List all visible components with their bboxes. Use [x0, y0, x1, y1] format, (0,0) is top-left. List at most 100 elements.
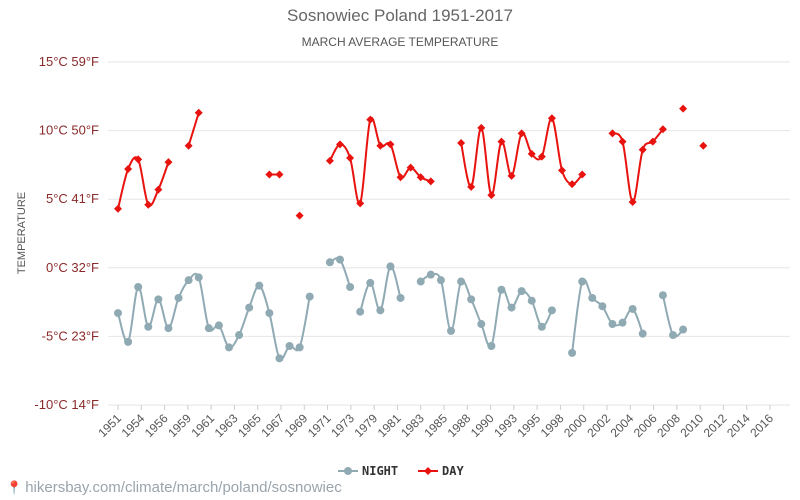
night-point[interactable]	[467, 295, 476, 304]
night-point[interactable]	[265, 309, 274, 318]
night-point[interactable]	[134, 283, 143, 292]
night-point[interactable]	[144, 322, 153, 331]
footer-link[interactable]: 📍 hikersbay.com/climate/march/poland/sosn…	[6, 479, 342, 496]
day-point[interactable]	[477, 123, 486, 132]
night-point[interactable]	[537, 322, 546, 331]
day-point[interactable]	[648, 137, 657, 146]
day-point[interactable]	[527, 149, 536, 158]
day-point[interactable]	[416, 173, 425, 182]
night-point[interactable]	[628, 304, 637, 313]
day-point[interactable]	[396, 173, 405, 182]
night-point[interactable]	[447, 326, 455, 335]
day-point[interactable]	[487, 191, 496, 200]
day-point[interactable]	[114, 204, 122, 213]
day-point[interactable]	[467, 182, 476, 191]
night-point[interactable]	[487, 342, 496, 351]
day-point[interactable]	[154, 185, 163, 194]
night-point[interactable]	[598, 302, 607, 311]
day-point[interactable]	[265, 170, 274, 179]
day-point[interactable]	[144, 200, 153, 209]
day-point[interactable]	[356, 199, 365, 208]
night-point[interactable]	[194, 273, 203, 282]
day-point[interactable]	[578, 170, 587, 179]
day-point[interactable]	[194, 108, 203, 117]
night-point[interactable]	[295, 343, 304, 352]
night-point[interactable]	[588, 293, 597, 302]
night-point[interactable]	[235, 331, 244, 340]
night-point[interactable]	[547, 306, 556, 315]
day-point[interactable]	[275, 170, 284, 179]
day-point[interactable]	[699, 141, 708, 150]
legend-item-day[interactable]: DAY	[418, 464, 464, 478]
night-point[interactable]	[214, 321, 223, 330]
night-point[interactable]	[416, 277, 425, 286]
night-point[interactable]	[457, 277, 466, 286]
day-point[interactable]	[386, 140, 395, 149]
night-point[interactable]	[154, 295, 163, 304]
night-point[interactable]	[336, 255, 344, 264]
day-point[interactable]	[184, 141, 193, 150]
night-point[interactable]	[679, 325, 688, 334]
day-point[interactable]	[628, 197, 637, 206]
night-point[interactable]	[356, 307, 365, 316]
night-point[interactable]	[366, 278, 375, 287]
night-point[interactable]	[255, 281, 264, 290]
day-point[interactable]	[336, 140, 344, 149]
day-point[interactable]	[618, 137, 627, 146]
night-point[interactable]	[426, 270, 435, 279]
day-point[interactable]	[608, 129, 617, 138]
day-point[interactable]	[164, 158, 173, 167]
night-point[interactable]	[497, 285, 506, 294]
night-point[interactable]	[618, 318, 627, 327]
day-point[interactable]	[547, 114, 556, 123]
day-point[interactable]	[366, 115, 375, 124]
day-point[interactable]	[497, 137, 506, 146]
night-point[interactable]	[275, 354, 284, 363]
night-point[interactable]	[225, 343, 233, 352]
day-point[interactable]	[537, 152, 546, 161]
night-point[interactable]	[124, 337, 133, 346]
day-point[interactable]	[679, 104, 688, 113]
night-point[interactable]	[527, 296, 536, 305]
night-point[interactable]	[658, 291, 667, 300]
night-point[interactable]	[436, 276, 445, 285]
night-point[interactable]	[638, 329, 647, 338]
night-point[interactable]	[174, 293, 183, 302]
legend-item-night[interactable]: NIGHT	[338, 464, 398, 478]
night-point[interactable]	[184, 276, 193, 285]
night-point[interactable]	[245, 303, 254, 312]
night-point[interactable]	[507, 303, 516, 312]
night-point[interactable]	[608, 320, 617, 329]
night-point[interactable]	[669, 331, 677, 340]
night-point[interactable]	[477, 320, 486, 329]
day-point[interactable]	[658, 125, 667, 134]
day-point[interactable]	[507, 171, 516, 180]
night-point[interactable]	[386, 262, 395, 271]
day-point[interactable]	[325, 156, 334, 165]
day-point[interactable]	[426, 177, 435, 186]
day-point[interactable]	[134, 155, 143, 164]
day-point[interactable]	[295, 211, 304, 220]
night-point[interactable]	[204, 324, 213, 333]
night-point[interactable]	[325, 258, 334, 267]
day-point[interactable]	[558, 166, 566, 175]
night-point[interactable]	[396, 293, 405, 302]
night-point[interactable]	[568, 348, 577, 357]
day-point[interactable]	[346, 154, 355, 163]
night-point[interactable]	[285, 342, 294, 351]
night-point[interactable]	[164, 324, 173, 333]
day-point[interactable]	[568, 180, 577, 189]
night-point[interactable]	[517, 287, 526, 296]
day-point[interactable]	[406, 163, 415, 172]
night-point[interactable]	[376, 306, 385, 315]
day-point[interactable]	[124, 165, 133, 174]
night-point[interactable]	[346, 283, 355, 292]
legend[interactable]: NIGHT DAY	[338, 464, 464, 478]
night-point[interactable]	[578, 277, 587, 286]
day-point[interactable]	[376, 141, 385, 150]
day-point[interactable]	[638, 145, 647, 154]
day-point[interactable]	[517, 129, 526, 138]
night-point[interactable]	[305, 292, 314, 301]
day-point[interactable]	[457, 138, 466, 147]
night-point[interactable]	[114, 309, 122, 318]
